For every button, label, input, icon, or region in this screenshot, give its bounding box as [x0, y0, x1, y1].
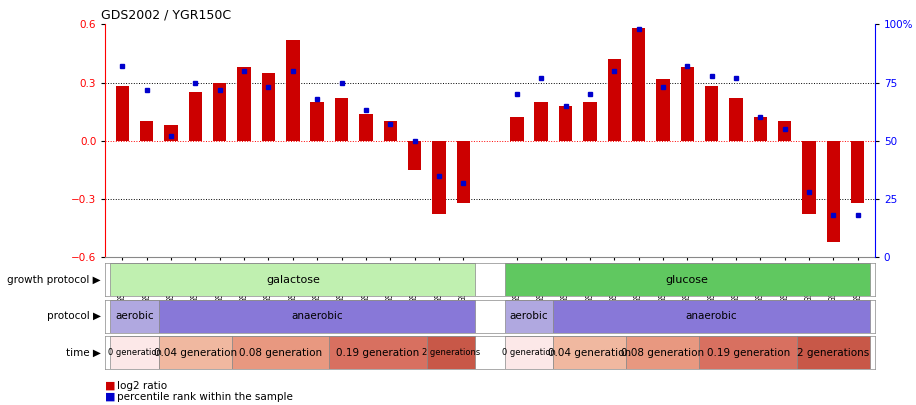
- Bar: [851, 141, 865, 203]
- Bar: [262, 73, 275, 141]
- Bar: [632, 28, 645, 141]
- Bar: [510, 117, 524, 141]
- Text: 0.19 generation: 0.19 generation: [336, 348, 420, 358]
- Bar: [427, 336, 475, 369]
- Bar: [232, 336, 330, 369]
- Bar: [286, 40, 300, 141]
- Bar: [213, 83, 226, 141]
- Text: GDS2002 / YGR150C: GDS2002 / YGR150C: [102, 9, 232, 22]
- Bar: [754, 117, 767, 141]
- Bar: [140, 122, 153, 141]
- Bar: [681, 67, 694, 141]
- Bar: [797, 336, 870, 369]
- Bar: [505, 263, 870, 296]
- Bar: [384, 122, 397, 141]
- Bar: [110, 336, 158, 369]
- Bar: [729, 98, 743, 141]
- Text: 0.19 generation: 0.19 generation: [706, 348, 790, 358]
- Bar: [553, 300, 870, 333]
- Bar: [456, 141, 470, 203]
- Text: log2 ratio: log2 ratio: [117, 381, 168, 390]
- Text: anaerobic: anaerobic: [291, 311, 343, 321]
- Text: 0 generation: 0 generation: [107, 348, 161, 357]
- Text: growth protocol ▶: growth protocol ▶: [7, 275, 101, 285]
- Bar: [553, 336, 627, 369]
- Text: aerobic: aerobic: [115, 311, 154, 321]
- Bar: [110, 300, 158, 333]
- Text: 0.04 generation: 0.04 generation: [549, 348, 631, 358]
- Bar: [164, 125, 178, 141]
- Text: time ▶: time ▶: [66, 348, 101, 358]
- Bar: [535, 102, 548, 141]
- Text: anaerobic: anaerobic: [686, 311, 737, 321]
- Bar: [505, 336, 553, 369]
- Bar: [158, 300, 475, 333]
- Bar: [607, 59, 621, 141]
- Bar: [505, 300, 553, 333]
- Bar: [627, 336, 700, 369]
- Text: aerobic: aerobic: [509, 311, 549, 321]
- Bar: [311, 102, 324, 141]
- Bar: [583, 102, 596, 141]
- Text: 2 generations: 2 generations: [422, 348, 480, 357]
- Bar: [656, 79, 670, 141]
- Text: ■: ■: [105, 392, 115, 402]
- Bar: [158, 336, 232, 369]
- Bar: [559, 106, 572, 141]
- Bar: [237, 67, 251, 141]
- Text: 2 generations: 2 generations: [797, 348, 869, 358]
- Text: 0.08 generation: 0.08 generation: [239, 348, 322, 358]
- Bar: [330, 336, 427, 369]
- Bar: [432, 141, 445, 215]
- Bar: [408, 141, 421, 170]
- Bar: [359, 113, 373, 141]
- Bar: [189, 92, 202, 141]
- Text: 0.08 generation: 0.08 generation: [621, 348, 704, 358]
- Text: protocol ▶: protocol ▶: [47, 311, 101, 321]
- Bar: [778, 122, 791, 141]
- Bar: [115, 86, 129, 141]
- Text: 0.04 generation: 0.04 generation: [154, 348, 237, 358]
- Text: galactose: galactose: [266, 275, 320, 285]
- Text: glucose: glucose: [666, 275, 709, 285]
- Bar: [802, 141, 816, 215]
- Text: 0 generation: 0 generation: [502, 348, 556, 357]
- Bar: [110, 263, 475, 296]
- Bar: [705, 86, 718, 141]
- Bar: [826, 141, 840, 242]
- Bar: [700, 336, 797, 369]
- Bar: [335, 98, 348, 141]
- Text: ■: ■: [105, 381, 115, 390]
- Text: percentile rank within the sample: percentile rank within the sample: [117, 392, 293, 402]
